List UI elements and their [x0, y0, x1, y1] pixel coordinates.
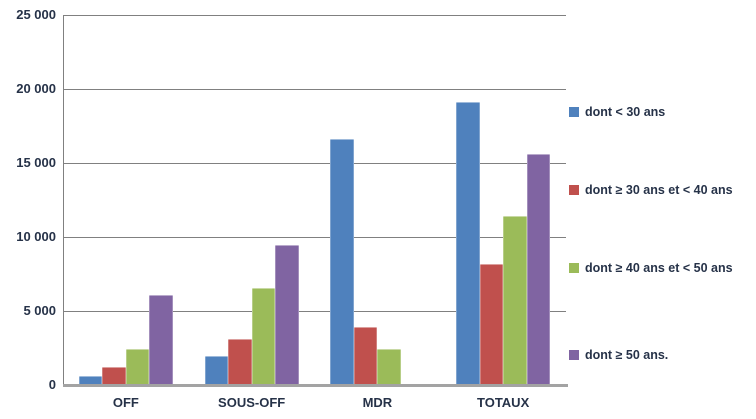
bar-totaux-series4 — [526, 154, 551, 385]
bar-off-series1 — [78, 376, 103, 385]
y-tick-label: 10 000 — [16, 229, 56, 244]
legend-label: dont ≥ 50 ans. — [585, 348, 669, 362]
legend-item: dont ≥ 30 ans et < 40 ans — [569, 183, 733, 197]
gridline — [63, 237, 566, 238]
legend-item: dont ≥ 40 ans et < 50 ans — [569, 261, 733, 275]
x-axis-line — [63, 384, 568, 387]
gridline — [63, 163, 566, 164]
gridline — [63, 15, 566, 16]
legend-label: dont ≥ 40 ans et < 50 ans — [585, 261, 733, 275]
legend-swatch-icon — [569, 107, 579, 117]
x-category-label: SOUS-OFF — [218, 395, 286, 410]
legend-item: dont ≥ 50 ans. — [569, 348, 668, 362]
gridline — [63, 311, 566, 312]
legend-swatch-icon — [569, 263, 579, 273]
bar-mdr-series3 — [377, 349, 401, 385]
x-category-label: MDR — [362, 395, 393, 410]
legend-item: dont < 30 ans — [569, 105, 665, 119]
bar-totaux-series2 — [479, 263, 504, 385]
legend-label: dont < 30 ans — [585, 105, 666, 119]
x-category-label: TOTAUX — [477, 395, 530, 410]
y-tick-label: 25 000 — [16, 7, 56, 22]
y-tick-label: 20 000 — [16, 81, 56, 96]
legend-label: dont ≥ 30 ans et < 40 ans — [585, 183, 733, 197]
y-tick-label: 15 000 — [16, 155, 56, 170]
x-category-label: OFF — [112, 395, 139, 410]
legend-swatch-icon — [569, 350, 579, 360]
bar-mdr-series2 — [353, 327, 378, 385]
y-tick-label: 5 000 — [23, 303, 56, 318]
gridline — [63, 89, 566, 90]
bar-totaux-series1 — [456, 101, 480, 385]
y-tick-label: 0 — [48, 377, 56, 392]
y-axis-line — [63, 15, 64, 387]
bar-sous-off-series4 — [275, 245, 299, 385]
bar-mdr-series1 — [330, 139, 354, 385]
bar-off-series4 — [149, 295, 173, 385]
legend-swatch-icon — [569, 185, 579, 195]
bar-sous-off-series1 — [204, 356, 229, 385]
bar-sous-off-series3 — [251, 288, 276, 385]
bar-off-series3 — [125, 348, 150, 385]
bar-sous-off-series2 — [228, 339, 252, 385]
bar-off-series2 — [102, 367, 126, 385]
bar-totaux-series3 — [503, 216, 527, 385]
